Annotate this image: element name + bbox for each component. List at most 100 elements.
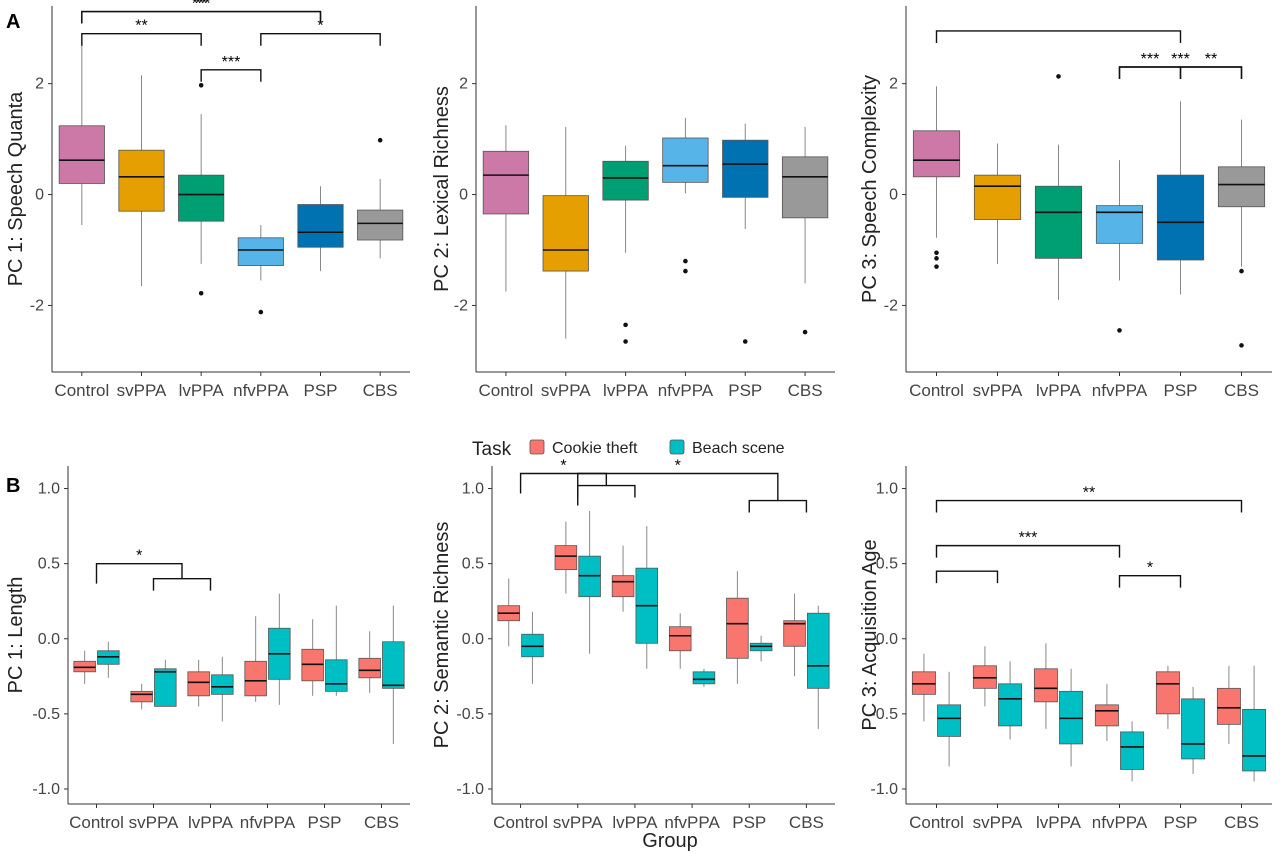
legend: Task Cookie theft Beach scene (472, 439, 785, 460)
significance-bracket (200, 69, 262, 82)
box (692, 671, 716, 685)
box (1156, 174, 1205, 261)
outlier-point (1117, 328, 1122, 333)
box (726, 597, 749, 659)
x-tick-label: Control (909, 381, 964, 400)
x-tick-label: Control (479, 381, 534, 400)
box (1181, 698, 1206, 760)
significance-bracket (1179, 66, 1243, 79)
x-tick-label: Control (909, 813, 964, 832)
significance-label: ** (1205, 51, 1217, 68)
x-tick-label: Control (493, 813, 548, 832)
box (1034, 185, 1083, 259)
significance-bracket (81, 10, 322, 24)
box (1120, 731, 1145, 770)
x-tick-label: CBS (788, 381, 823, 400)
significance-bracket (1118, 66, 1182, 79)
box (130, 690, 153, 703)
box (722, 139, 769, 198)
y-tick-label: 0 (889, 187, 898, 204)
x-tick-label: lvPPA (603, 381, 649, 400)
significance-bracket (935, 30, 1182, 43)
legend-swatch-cookie-theft (529, 439, 545, 455)
significance-bracket (95, 562, 183, 584)
x-tick-label: lvPPA (188, 813, 234, 832)
y-tick-label: 0.5 (876, 556, 898, 573)
significance-bracket (935, 499, 1243, 513)
box (783, 620, 806, 647)
significance-bracket (748, 499, 808, 513)
box (554, 545, 578, 571)
box (325, 659, 348, 692)
legend-swatch-beach-scene (669, 439, 685, 455)
box (1155, 671, 1180, 715)
box (154, 668, 177, 707)
y-tick-label: 1.0 (876, 481, 898, 498)
x-tick-label: lvPPA (1036, 381, 1082, 400)
panel-label-a: A (6, 11, 20, 33)
x-tick-label: nfvPPA (664, 813, 720, 832)
x-tick-label: PSP (307, 813, 341, 832)
outlier-point (623, 339, 628, 344)
x-tick-label: nfvPPA (233, 381, 289, 400)
chart-panel-4: -1.0 -0.5 0.0 0.5 1.0 PC 1: Length Control svPP… (5, 466, 410, 832)
chart-panel-5: -1.0 -0.5 0.0 0.5 1.0 PC 2: Semantic Richness… (431, 458, 835, 832)
outlier-point (802, 329, 808, 335)
x-tick-label: PSP (303, 381, 337, 400)
box (58, 125, 105, 184)
box (542, 195, 589, 272)
x-tick-label: svPPA (129, 813, 179, 832)
box (998, 683, 1023, 727)
box (973, 174, 1022, 220)
y-tick-label: -2 (30, 297, 44, 314)
significance-label: * (317, 18, 323, 35)
box (211, 674, 234, 695)
y-tick-label: 1.0 (462, 481, 484, 498)
box (357, 209, 404, 241)
y-tick-label: 0.0 (462, 631, 484, 648)
significance-bracket (152, 577, 212, 591)
significance-bracket (1118, 574, 1182, 588)
outlier-point (198, 290, 204, 296)
y-axis-label: PC 1: Length (5, 577, 27, 694)
chart-panel-6: -1.0 -0.5 0.0 0.5 1.0 PC 3: Acquisition Age Co… (859, 466, 1272, 832)
x-tick-label: nfvPPA (240, 813, 296, 832)
significance-bracket (81, 10, 322, 24)
x-tick-label: svPPA (973, 381, 1023, 400)
y-tick-label: -2 (454, 297, 468, 314)
y-tick-label: -0.5 (32, 706, 60, 723)
outlier-point (934, 256, 939, 261)
outlier-point (683, 258, 688, 264)
box (244, 660, 267, 697)
significance-bracket (260, 33, 381, 46)
x-tick-label: PSP (732, 813, 766, 832)
y-tick-label: 2 (459, 76, 468, 93)
outlier-point (258, 309, 264, 315)
outlier-point (1239, 343, 1244, 348)
outlier-point (377, 137, 383, 143)
chart-panel-3: -2 0 2 PC 3: Speech Complexity Control svPPA l… (859, 6, 1272, 400)
x-tick-label: CBS (363, 381, 398, 400)
box (1095, 205, 1144, 244)
y-tick-label: 0.0 (876, 631, 898, 648)
significance-label: * (675, 458, 681, 475)
x-tick-label: svPPA (973, 813, 1023, 832)
box (297, 204, 344, 248)
significance-label: * (1147, 560, 1153, 577)
y-tick-label: -1.0 (456, 781, 484, 798)
y-tick-label: -0.5 (870, 706, 898, 723)
x-tick-label: lvPPA (1036, 813, 1082, 832)
plot-area: -2 0 2 PC 1: Speech Quanta Control svPPA lvPPA… (5, 0, 1272, 832)
box (237, 237, 284, 266)
significance-label: ** (195, 0, 207, 13)
x-tick-label: Control (69, 813, 124, 832)
x-tick-label: PSP (1163, 813, 1197, 832)
significance-label: *** (192, 0, 211, 13)
box (382, 641, 405, 689)
box (482, 150, 530, 215)
y-tick-label: 1.0 (38, 481, 60, 498)
significance-bracket (519, 472, 608, 494)
box (1217, 166, 1266, 208)
x-tick-label: Control (54, 381, 109, 400)
significance-bracket (577, 472, 779, 506)
